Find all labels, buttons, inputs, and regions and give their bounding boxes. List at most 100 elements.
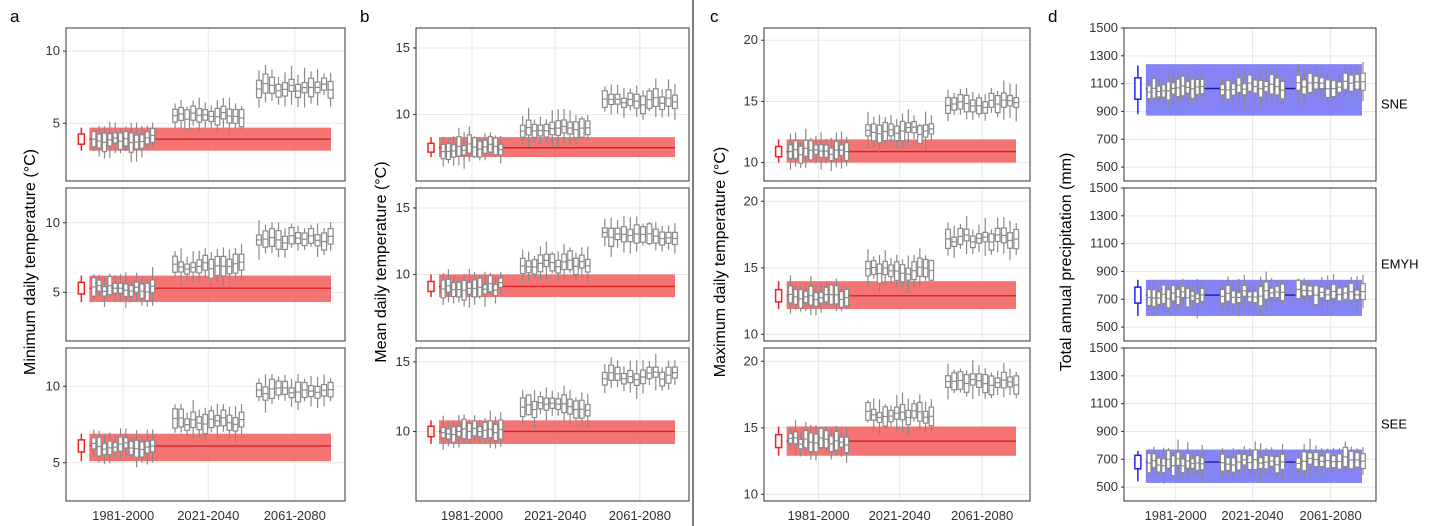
y-tick-label: 500 [1096,479,1118,494]
y-tick-label: 1500 [1089,340,1118,355]
x-tick-label: 2061-2080 [609,508,671,523]
y-tick-label: 15 [396,40,410,55]
panel-d: d Total annual precipitation (mm) 500 700 90… [1048,7,1419,523]
x-tick-label: 2061-2080 [951,508,1013,523]
y-tick-label: 700 [1096,131,1118,146]
y-tick-label: 10 [396,423,410,438]
panel-letter: b [360,7,369,26]
y-tick-label: 1100 [1090,76,1118,91]
y-tick-label: 5 [53,455,60,470]
observed-box [77,133,86,145]
panel-letter: a [10,7,20,26]
facet-2: 5 10 [46,187,346,342]
observed-box [427,280,435,293]
y-tick-label: 900 [1096,103,1118,118]
x-tick-label: 2021-2040 [177,508,239,523]
y-axis-label: Maximum daily temperature (°C) [712,147,729,377]
facet-1: 500 700 900 1100 1300 1500 SNE [1089,20,1408,182]
x-tick-label: 2061-2080 [1300,508,1362,523]
facet-1: 10 15 [396,27,690,182]
y-tick-label: 1100 [1090,236,1118,251]
facet-border [763,347,1031,502]
panel-b: b Mean daily temperature (°C) 10 15 10 15 10 15… [360,7,690,523]
y-tick-label: 15 [744,93,758,108]
y-tick-label: 1300 [1089,368,1118,383]
facet-border [65,27,346,182]
facet-strip-label: EMYH [1381,257,1419,272]
facet-border [65,187,346,342]
y-tick-label: 20 [744,193,758,208]
y-axis-label: Minimum daily temperature (°C) [22,149,39,375]
x-tick-label: 1981-2000 [92,508,154,523]
y-tick-label: 10 [396,266,410,281]
y-tick-label: 1300 [1089,208,1118,223]
y-tick-label: 1500 [1089,20,1118,35]
y-tick-label: 15 [396,200,410,215]
y-tick-label: 500 [1096,319,1118,334]
y-tick-label: 10 [46,378,60,393]
facet-border [763,187,1031,342]
y-tick-label: 10 [744,326,758,341]
observed-box [77,281,86,295]
y-tick-label: 10 [744,486,758,501]
y-tick-label: 1300 [1089,48,1118,63]
panel-letter: d [1048,7,1057,26]
y-tick-label: 900 [1096,263,1118,278]
facet-strip-label: SNE [1381,97,1408,112]
y-axis-label: Total annual precipitation (mm) [1058,153,1075,372]
x-tick-label: 1981-2000 [787,508,849,523]
y-tick-label: 10 [46,43,60,58]
observed-box [1134,77,1142,100]
facet-strip-label: SEE [1381,417,1407,432]
y-tick-label: 1100 [1090,396,1118,411]
observed-box [427,425,435,438]
observed-box [774,145,783,158]
y-tick-label: 500 [1096,159,1118,174]
facet-border [415,187,690,342]
facet-border [1123,187,1377,342]
y-tick-label: 15 [744,420,758,435]
y-axis-label: Mean daily temperature (°C) [373,161,390,362]
y-tick-label: 5 [53,284,60,299]
observed-box [1134,286,1142,304]
observed-box [1134,454,1142,470]
y-tick-label: 5 [53,115,60,130]
x-tick-label: 1981-2000 [1145,508,1207,523]
y-tick-label: 10 [396,106,410,121]
y-tick-label: 700 [1096,291,1118,306]
y-tick-label: 20 [744,353,758,368]
y-tick-label: 10 [46,215,60,230]
facet-2: 500 700 900 1100 1300 1500 EMYH [1089,180,1419,342]
facet-border [65,347,346,502]
facet-3: 10 15 [396,347,690,502]
observed-box [774,433,783,449]
y-tick-label: 700 [1096,451,1118,466]
facet-border [415,347,690,502]
y-tick-label: 15 [744,260,758,275]
facet-1: 10 15 20 [744,27,1031,182]
facet-border [415,27,690,182]
x-tick-label: 1981-2000 [441,508,503,523]
panel-letter: c [710,7,719,26]
facet-border [763,27,1031,182]
observed-box [427,142,435,153]
x-tick-label: 2061-2080 [264,508,326,523]
x-tick-label: 2021-2040 [1221,508,1283,523]
y-tick-label: 15 [396,354,410,369]
y-tick-label: 900 [1096,423,1118,438]
facet-3: 5 10 [46,347,346,502]
x-tick-label: 2021-2040 [869,508,931,523]
observed-box [774,288,783,303]
facet-background [1124,188,1376,341]
facet-3: 500 700 900 1100 1300 1500 SEE [1089,340,1407,502]
facet-1: 5 10 [46,27,346,182]
facet-3: 10 15 20 [744,347,1031,502]
facet-2: 10 15 20 [744,187,1031,342]
x-tick-label: 2021-2040 [524,508,586,523]
y-tick-label: 10 [744,155,758,170]
y-tick-label: 20 [744,32,758,47]
y-tick-label: 1500 [1089,180,1118,195]
observed-box [77,439,86,453]
